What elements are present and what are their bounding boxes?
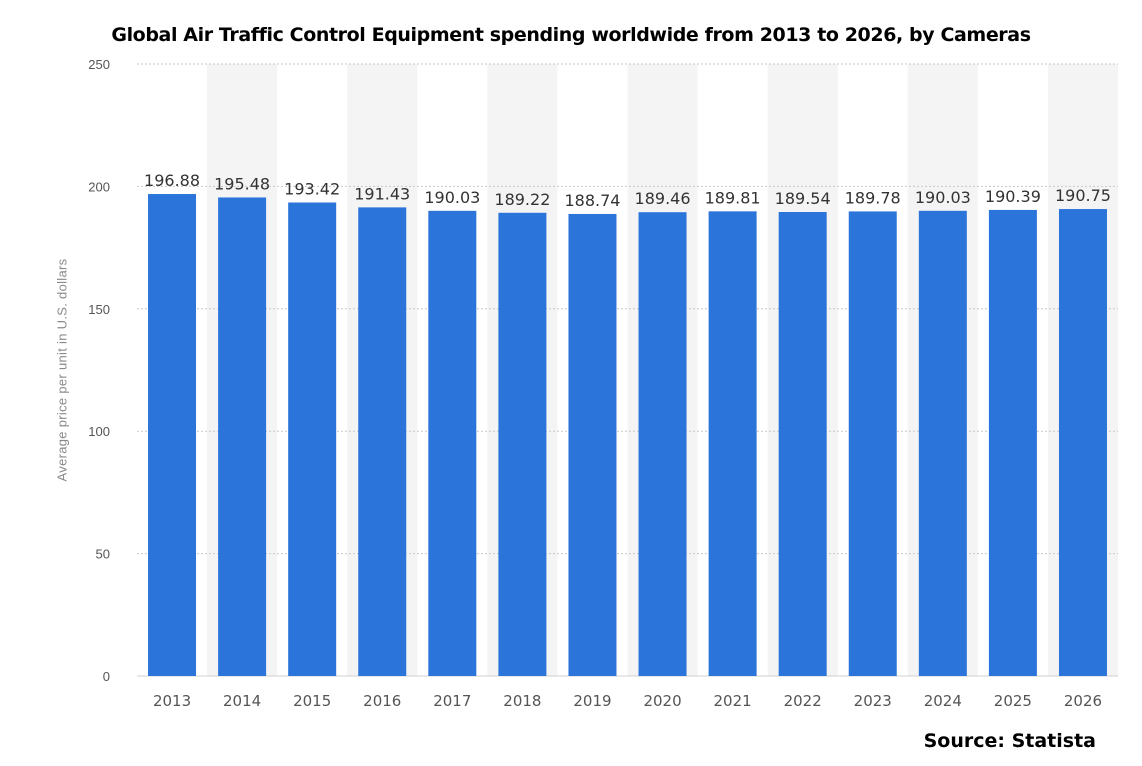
- value-label: 196.88: [144, 171, 200, 190]
- y-tick-label: 100: [88, 424, 110, 439]
- value-label: 193.42: [284, 180, 340, 199]
- bar[interactable]: [778, 212, 827, 676]
- y-tick-label: 250: [88, 57, 110, 72]
- y-tick-label: 150: [88, 302, 110, 317]
- value-label: 190.39: [985, 187, 1041, 206]
- bar[interactable]: [988, 209, 1037, 676]
- chart-title: Global Air Traffic Control Equipment spe…: [111, 24, 1031, 46]
- value-label: 190.03: [915, 188, 971, 207]
- value-label: 190.75: [1055, 186, 1111, 205]
- y-tick-label: 50: [96, 547, 110, 562]
- x-tick-label: 2023: [854, 692, 892, 710]
- y-tick-label: 200: [88, 179, 110, 194]
- value-label: 191.43: [354, 184, 410, 203]
- value-label: 195.48: [214, 174, 270, 193]
- x-tick-label: 2025: [994, 692, 1032, 710]
- x-tick-label: 2026: [1064, 692, 1102, 710]
- bar[interactable]: [568, 213, 617, 676]
- value-label: 189.54: [775, 189, 831, 208]
- x-tick-label: 2021: [714, 692, 752, 710]
- x-tick-label: 2022: [784, 692, 822, 710]
- bar[interactable]: [498, 212, 547, 677]
- y-tick-label: 0: [103, 669, 110, 684]
- x-tick-label: 2013: [153, 692, 191, 710]
- x-tick-label: 2019: [573, 692, 611, 710]
- x-tick-label: 2016: [363, 692, 401, 710]
- x-tick-label: 2015: [293, 692, 331, 710]
- bar[interactable]: [918, 210, 967, 676]
- x-tick-label: 2020: [643, 692, 681, 710]
- bar[interactable]: [638, 212, 687, 677]
- value-label: 188.74: [564, 191, 620, 210]
- value-label: 189.46: [635, 189, 691, 208]
- bar[interactable]: [428, 210, 477, 676]
- x-tick-label: 2017: [433, 692, 471, 710]
- x-tick-label: 2014: [223, 692, 261, 710]
- bar[interactable]: [1058, 209, 1107, 676]
- bar[interactable]: [288, 202, 337, 676]
- x-tick-label: 2018: [503, 692, 541, 710]
- bar[interactable]: [218, 197, 267, 676]
- x-tick-label: 2024: [924, 692, 962, 710]
- source-label: Source: Statista: [923, 730, 1096, 752]
- bar[interactable]: [358, 207, 407, 676]
- bar[interactable]: [708, 211, 757, 676]
- value-label: 189.81: [705, 188, 761, 207]
- value-label: 190.03: [424, 188, 480, 207]
- value-label: 189.78: [845, 188, 901, 207]
- value-label: 189.22: [494, 190, 550, 209]
- bar[interactable]: [148, 194, 197, 676]
- bar[interactable]: [848, 211, 897, 676]
